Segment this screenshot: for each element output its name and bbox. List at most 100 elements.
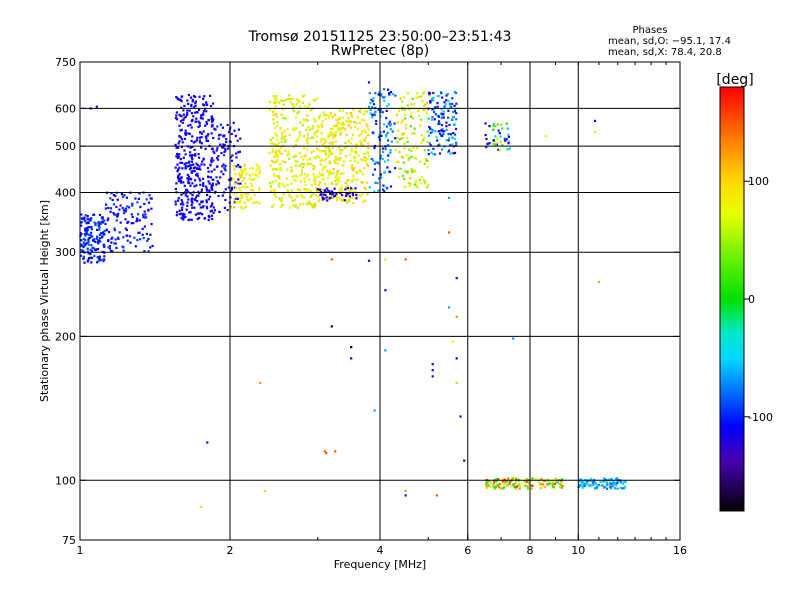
data-point-1900 <box>453 90 456 94</box>
data-point-1309 <box>358 121 361 125</box>
data-point-1789 <box>426 130 429 133</box>
data-point-1271 <box>332 136 335 139</box>
data-point-749 <box>218 210 221 214</box>
data-point-90 <box>83 216 86 219</box>
data-point-663 <box>180 95 183 98</box>
data-point-7 <box>88 233 91 236</box>
data-point-1413 <box>325 169 328 172</box>
data-point-288 <box>110 241 113 244</box>
data-point-1689 <box>403 142 406 145</box>
data-point-452 <box>183 116 186 119</box>
data-point-497 <box>178 177 181 180</box>
data-point-1779 <box>397 160 400 163</box>
data-point-1541 <box>327 189 330 192</box>
data-point-861 <box>258 171 261 175</box>
data-point-593 <box>210 125 213 128</box>
data-point-562 <box>192 141 195 144</box>
data-point-84 <box>83 261 86 264</box>
data-point-1411 <box>366 193 369 196</box>
data-point-264 <box>117 212 120 215</box>
data-point-858 <box>258 189 261 192</box>
data-point-728 <box>224 147 227 151</box>
data-point-1848 <box>433 118 436 121</box>
data-point-1598 <box>389 185 393 188</box>
data-point-1883 <box>428 125 431 129</box>
data-point-969 <box>289 101 292 104</box>
data-point-1090 <box>274 151 277 154</box>
data-point-1805 <box>440 112 443 115</box>
data-point-364 <box>193 206 196 209</box>
data-point-813 <box>233 164 236 167</box>
data-point-596 <box>208 195 212 198</box>
data-point-1023 <box>314 176 318 180</box>
data-point-1000 <box>312 98 315 101</box>
data-point-1344 <box>348 179 351 182</box>
data-point-1024 <box>307 162 310 165</box>
data-point-1277 <box>321 120 324 123</box>
data-point-1113 <box>284 161 287 164</box>
data-point-2196 <box>601 484 604 487</box>
data-point-2080 <box>550 481 553 484</box>
data-point-490 <box>191 158 194 161</box>
data-point-1532 <box>343 199 346 202</box>
data-point-805 <box>249 197 252 200</box>
data-point-1569 <box>391 130 394 133</box>
data-point-1052 <box>310 151 313 154</box>
data-point-687 <box>217 134 221 137</box>
data-point-923 <box>295 127 298 130</box>
data-point-1041 <box>274 98 277 101</box>
data-point-1662 <box>386 166 389 169</box>
data-point-181 <box>149 246 152 249</box>
data-point-832 <box>237 180 240 184</box>
data-point-1801 <box>411 132 414 135</box>
data-point-207 <box>114 242 117 245</box>
data-point-908 <box>278 177 281 180</box>
data-point-1191 <box>334 131 337 134</box>
data-point-1973 <box>506 127 509 130</box>
data-point-1640 <box>383 88 386 91</box>
data-point-1139 <box>298 100 301 103</box>
data-point-1612 <box>384 148 387 151</box>
data-point-2211 <box>447 231 451 234</box>
data-point-565 <box>194 100 197 103</box>
data-point-629 <box>186 99 189 102</box>
data-point-1818 <box>431 99 434 102</box>
data-point-1897 <box>454 91 458 95</box>
data-point-1706 <box>424 158 427 161</box>
data-point-1964 <box>498 132 501 135</box>
data-point-1263 <box>329 114 332 117</box>
data-point-300 <box>206 134 209 137</box>
data-point-336 <box>205 205 208 208</box>
data-point-2111 <box>597 483 600 487</box>
data-point-1954 <box>484 133 487 137</box>
data-point-1930 <box>438 122 441 125</box>
data-point-1224 <box>334 155 337 159</box>
data-point-1250 <box>346 179 349 182</box>
data-point-1233 <box>349 112 352 115</box>
data-point-1157 <box>299 180 302 183</box>
data-point-808 <box>244 168 247 171</box>
data-point-185 <box>119 221 122 224</box>
data-point-374 <box>196 217 199 220</box>
data-point-296 <box>207 214 210 217</box>
data-point-630 <box>179 129 182 132</box>
data-point-1513 <box>360 158 363 161</box>
data-point-233 <box>111 250 114 253</box>
data-point-178 <box>148 194 151 197</box>
data-point-1197 <box>339 128 342 131</box>
data-point-1664 <box>380 93 383 96</box>
data-point-1490 <box>338 116 342 119</box>
data-point-310 <box>197 125 200 128</box>
data-point-675 <box>212 159 215 162</box>
data-point-1347 <box>329 130 332 133</box>
data-point-778 <box>237 178 240 181</box>
data-point-69 <box>98 213 102 216</box>
data-point-881 <box>309 190 312 193</box>
data-point-267 <box>126 234 129 237</box>
data-point-2076 <box>560 486 563 489</box>
data-point-605 <box>200 200 203 203</box>
data-point-1182 <box>296 188 299 192</box>
data-point-552 <box>176 118 179 121</box>
data-point-15 <box>98 226 101 229</box>
data-point-1680 <box>426 141 429 144</box>
